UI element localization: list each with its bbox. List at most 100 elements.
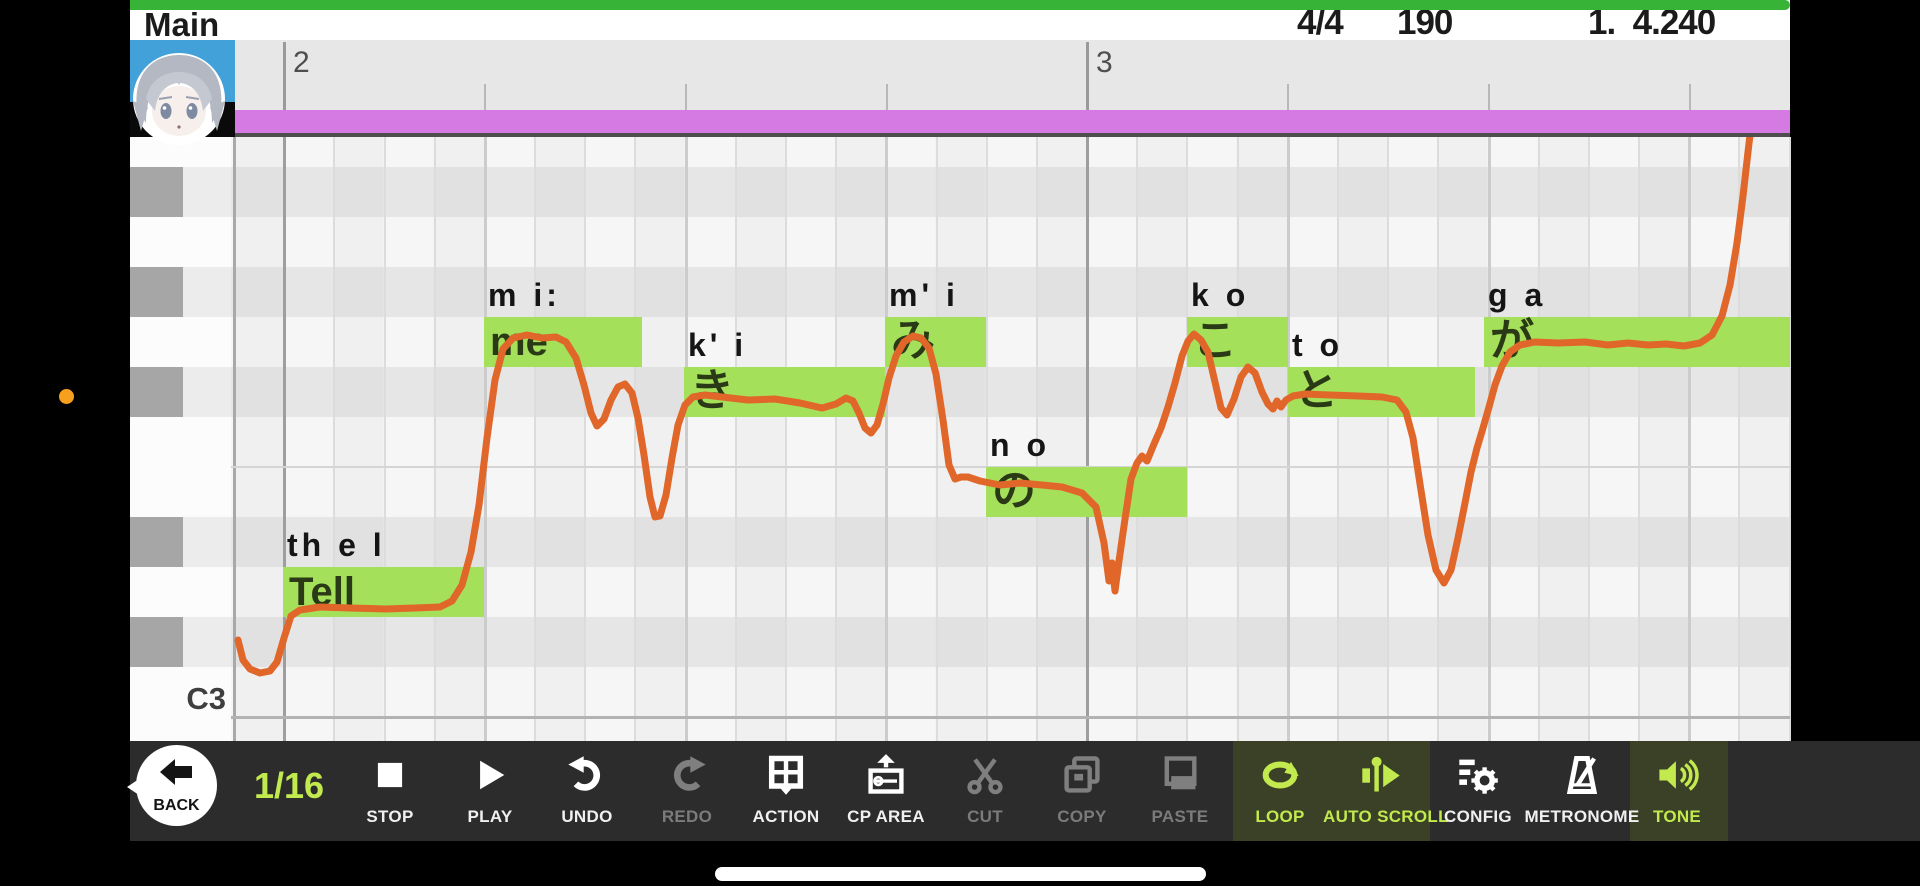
piano-key[interactable] — [130, 317, 231, 367]
piano-roll-row — [231, 217, 1790, 267]
toolbar-button-label: TONE — [1652, 807, 1702, 826]
grid-line — [1387, 137, 1390, 741]
piano-roll-row — [231, 667, 1790, 717]
home-indicator[interactable] — [715, 867, 1206, 881]
measure-tick — [1086, 42, 1089, 110]
note[interactable]: き — [684, 367, 885, 417]
piano-roll-row — [231, 167, 1790, 217]
grid-resolution-value: 1/16 — [253, 765, 325, 806]
grid-line — [1487, 137, 1491, 741]
camera-notch-dot — [59, 389, 74, 404]
note-lyric: と — [1294, 366, 1338, 415]
note[interactable]: み — [885, 317, 986, 367]
grid-line — [784, 137, 787, 741]
octave-divider — [130, 716, 1790, 719]
toolbar-button-auto-scroll[interactable]: AUTO SCROLL — [1323, 741, 1448, 841]
note-phoneme: n o — [990, 427, 1050, 463]
toolbar-button-paste[interactable]: PASTE — [1130, 741, 1230, 841]
note[interactable]: こ — [1187, 317, 1288, 367]
black-key — [130, 167, 183, 217]
toolbar-button-grid-resolution[interactable]: 1/16 — [239, 741, 339, 841]
piano-key[interactable] — [130, 667, 231, 717]
piano-key[interactable] — [130, 717, 231, 741]
piano-roll-row — [231, 617, 1790, 667]
grid-line — [333, 137, 336, 741]
note[interactable]: me — [484, 317, 642, 367]
back-icon: BACK — [127, 745, 217, 826]
grid-line — [1738, 137, 1741, 741]
toolbar-button-copy[interactable]: COPY — [1032, 741, 1132, 841]
stop-icon — [340, 752, 440, 798]
cp-area-icon — [836, 752, 936, 798]
toolbar-active-group — [1233, 741, 1430, 841]
toolbar-button-stop[interactable]: STOP — [340, 741, 440, 841]
toolbar-button-loop[interactable]: LOOP — [1230, 741, 1330, 841]
piano-roll-row — [231, 367, 1790, 417]
grid-line — [233, 137, 236, 741]
toolbar-button-back[interactable]: BACK — [127, 741, 228, 841]
note-phoneme: m i: — [488, 277, 561, 313]
grid-line — [634, 137, 637, 741]
toolbar-button-label: REDO — [661, 807, 713, 826]
note-lyric: Tell — [289, 570, 355, 614]
toolbar-button-undo[interactable]: UNDO — [537, 741, 637, 841]
toolbar-button-label: STOP — [366, 807, 414, 826]
note-phoneme: g a — [1488, 277, 1547, 313]
piano-key[interactable] — [130, 417, 231, 467]
piano-key[interactable] — [130, 467, 231, 517]
song-progress-bar[interactable] — [130, 0, 1790, 10]
note-phoneme: k' i — [688, 327, 748, 363]
bottom-toolbar: BACK 1/16 STOP PLAY UNDO REDO ACTION CP AREA CUT… — [127, 741, 1920, 841]
note[interactable]: Tell — [283, 567, 484, 617]
piano-keys-column[interactable] — [130, 137, 231, 741]
toolbar-button-tone[interactable]: TONE — [1627, 741, 1727, 841]
piano-key[interactable] — [130, 617, 231, 667]
loop-region-bar[interactable] — [235, 110, 1790, 133]
toolbar-button-label: CONFIG — [1444, 807, 1512, 826]
toolbar-button-metronome[interactable]: METRONOME — [1524, 741, 1639, 841]
toolbar-button-label: AUTO SCROLL — [1323, 807, 1449, 826]
black-key — [130, 267, 183, 317]
grid-line — [835, 137, 838, 741]
note-phoneme: k o — [1191, 277, 1250, 313]
note[interactable]: と — [1288, 367, 1475, 417]
toolbar-button-play[interactable]: PLAY — [440, 741, 540, 841]
grid-line — [283, 137, 287, 741]
grid-line — [1186, 137, 1189, 741]
beat-tick — [886, 84, 888, 110]
piano-roll-row — [231, 137, 1790, 167]
toolbar-button-config[interactable]: CONFIG — [1428, 741, 1528, 841]
piano-key[interactable] — [130, 167, 231, 217]
singer-avatar[interactable] — [130, 40, 235, 145]
piano-key[interactable] — [130, 517, 231, 567]
beat-tick — [484, 84, 486, 110]
toolbar-button-redo[interactable]: REDO — [637, 741, 737, 841]
measure-tick — [283, 42, 286, 110]
piano-key[interactable] — [130, 367, 231, 417]
toolbar-button-action[interactable]: ACTION — [736, 741, 836, 841]
metronome-icon — [1532, 752, 1632, 798]
grid-line — [1537, 137, 1540, 741]
beat-tick — [1488, 84, 1490, 110]
piano-key[interactable] — [130, 267, 231, 317]
grid-line — [734, 137, 737, 741]
ef-row-divider — [130, 466, 1790, 468]
measure-number: 2 — [293, 46, 310, 79]
copy-icon — [1032, 752, 1132, 798]
toolbar-button-cut[interactable]: CUT — [935, 741, 1035, 841]
black-key — [130, 367, 183, 417]
piano-roll-row — [231, 517, 1790, 567]
piano-key[interactable] — [130, 567, 231, 617]
note[interactable]: の — [986, 467, 1187, 517]
note-phoneme: m' i — [889, 277, 959, 313]
track-title: Main — [144, 6, 220, 43]
play-icon — [440, 752, 540, 798]
tone-icon — [1627, 752, 1727, 798]
toolbar-button-cp-area[interactable]: CP AREA — [836, 741, 936, 841]
action-icon — [736, 752, 836, 798]
piano-key[interactable] — [130, 217, 231, 267]
note[interactable]: が — [1484, 317, 1790, 367]
